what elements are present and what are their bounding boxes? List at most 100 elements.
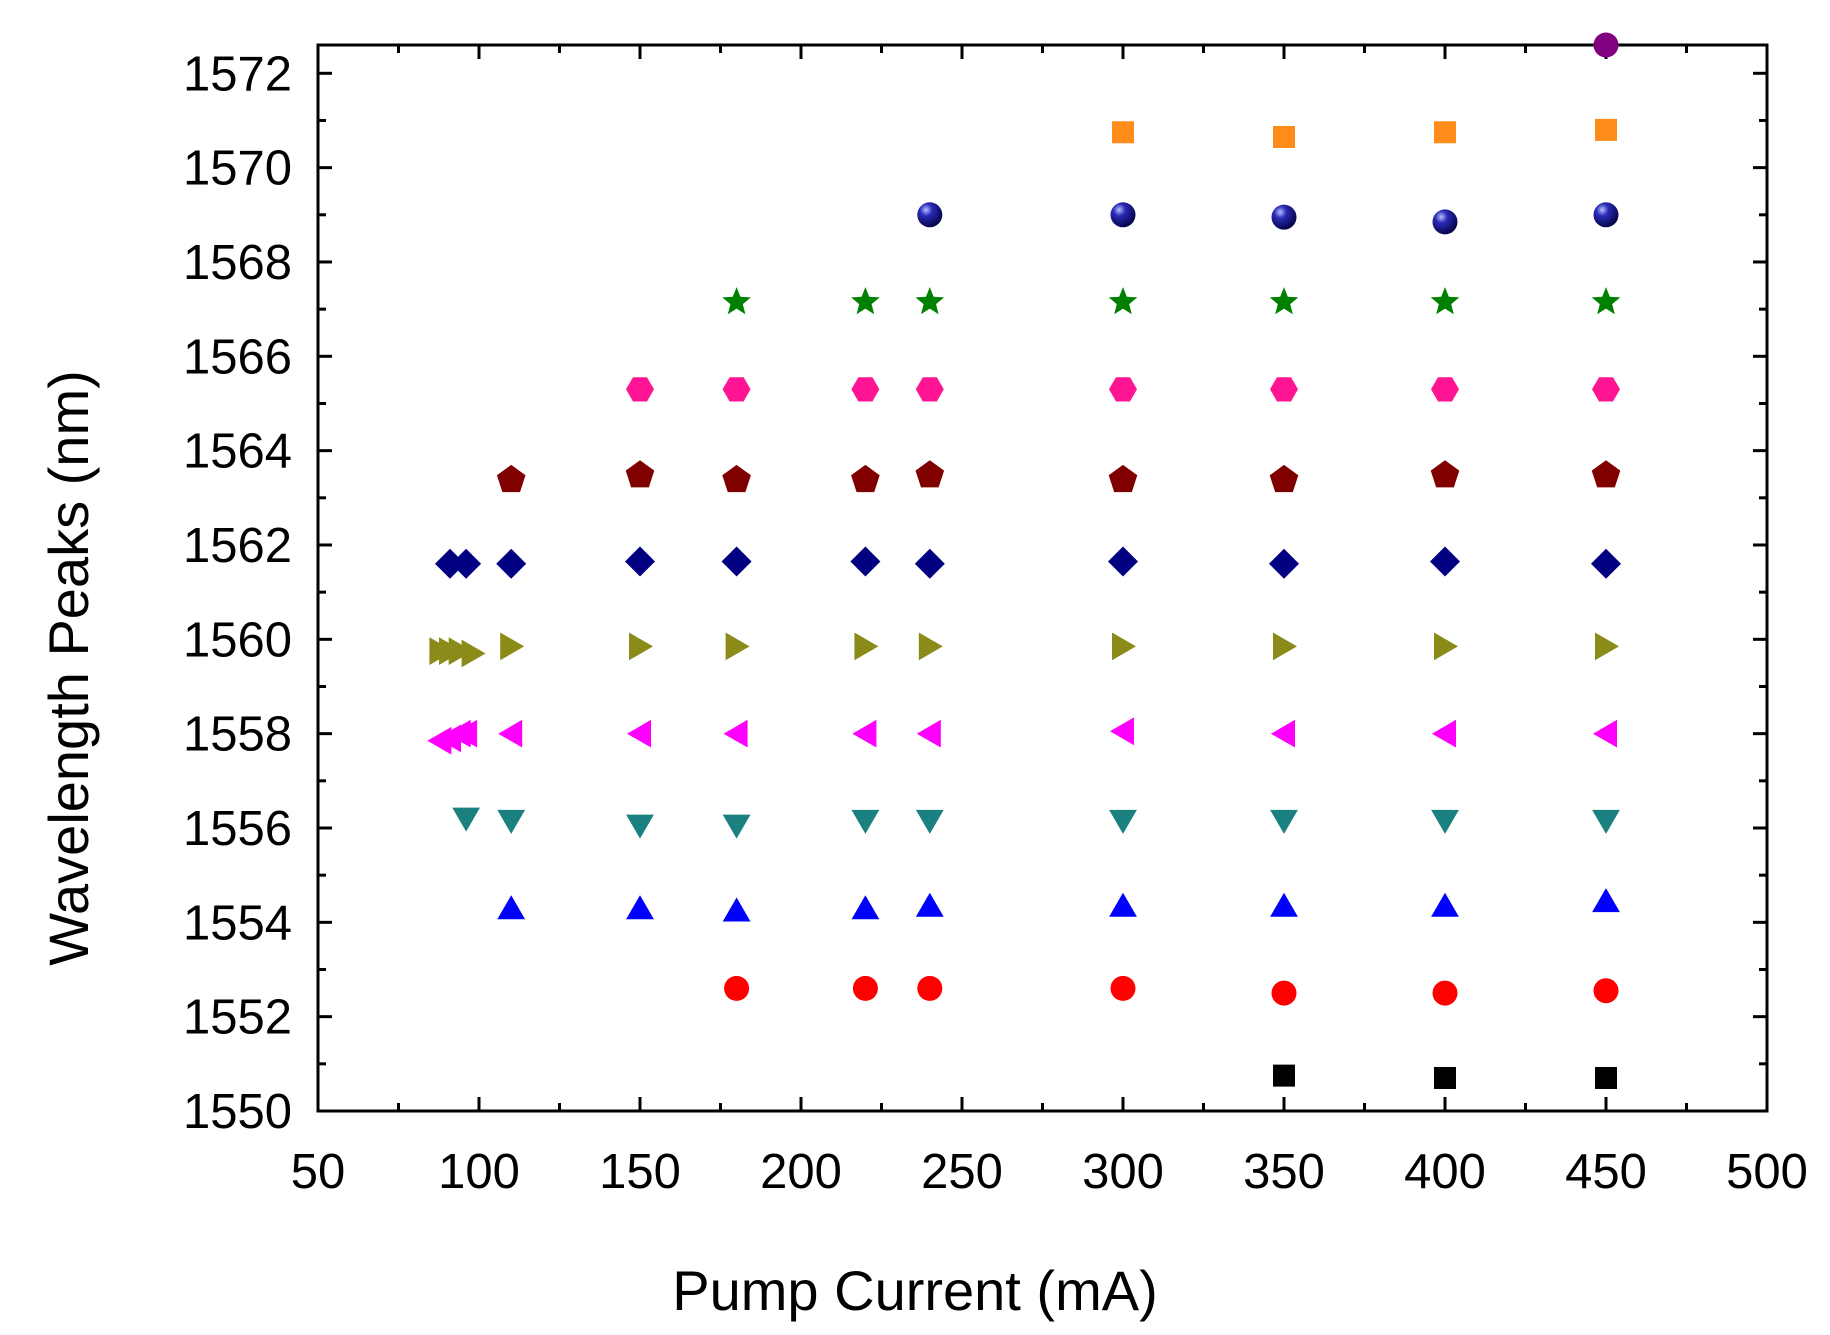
x-tick-label: 300 — [1082, 1145, 1164, 1199]
data-point-square-orange — [1112, 121, 1134, 144]
data-point-triangle-left-magenta — [723, 719, 748, 748]
data-point-star-green — [1108, 287, 1138, 315]
data-point-star-green — [1591, 287, 1621, 315]
data-point-diamond-navy — [625, 546, 655, 577]
y-tick-label: 1558 — [183, 708, 292, 762]
data-point-triangle-left-magenta — [1110, 717, 1134, 746]
data-point-hexagon-pink — [626, 377, 654, 402]
data-point-square-orange — [1595, 118, 1617, 141]
x-tick-label: 50 — [291, 1145, 346, 1199]
data-point-square-orange — [1434, 121, 1456, 144]
data-point-hexagon-pink — [915, 377, 944, 402]
data-point-pentagon-maroon — [1269, 464, 1299, 493]
x-tick-label: 100 — [438, 1145, 520, 1199]
y-tick-label: 1556 — [183, 802, 292, 856]
data-point-triangle-up-blue — [851, 895, 880, 920]
series-square-black — [1273, 1064, 1617, 1089]
data-point-sphere-navy — [1110, 202, 1136, 228]
data-point-triangle-down-teal — [626, 814, 654, 839]
series-triangle-left-magenta — [427, 717, 1617, 755]
data-point-square-orange — [1273, 125, 1295, 148]
data-point-diamond-navy — [1591, 548, 1621, 579]
data-point-triangle-left-magenta — [1432, 719, 1456, 748]
data-point-triangle-down-teal — [452, 807, 480, 832]
data-point-diamond-navy — [850, 546, 881, 577]
x-tick-label: 150 — [599, 1145, 681, 1199]
data-point-diamond-navy — [1269, 548, 1299, 579]
data-point-pentagon-maroon — [625, 460, 655, 488]
series-hexagon-pink — [626, 377, 1620, 402]
data-point-pentagon-maroon — [915, 460, 945, 488]
data-point-star-green — [722, 287, 751, 315]
data-point-circle-red — [1110, 975, 1136, 1001]
data-point-hexagon-pink — [1109, 377, 1137, 402]
data-point-hexagon-pink — [851, 377, 880, 402]
data-point-pentagon-maroon — [1108, 464, 1138, 493]
data-point-triangle-down-teal — [497, 809, 526, 834]
series-star-green — [722, 287, 1621, 315]
data-point-triangle-right-olive — [854, 632, 879, 661]
series-triangle-up-blue — [497, 888, 1620, 922]
data-point-diamond-navy — [496, 548, 527, 579]
y-tick-label: 1564 — [183, 425, 292, 479]
data-point-triangle-up-blue — [915, 892, 944, 917]
data-point-circle-red — [852, 975, 878, 1001]
data-point-triangle-down-teal — [1109, 809, 1137, 834]
data-point-pentagon-maroon — [1591, 460, 1621, 488]
data-point-triangle-right-olive — [1273, 632, 1297, 661]
x-tick-label: 400 — [1404, 1145, 1486, 1199]
data-point-star-green — [915, 287, 945, 315]
data-point-triangle-left-magenta — [1271, 719, 1295, 748]
data-point-triangle-right-olive — [500, 632, 525, 661]
x-axis-title: Pump Current (mA) — [672, 1259, 1157, 1322]
data-point-diamond-navy — [1108, 546, 1138, 577]
x-tick-label: 200 — [760, 1145, 842, 1199]
x-tick-label: 500 — [1726, 1145, 1808, 1199]
data-point-square-black — [1434, 1066, 1456, 1089]
data-point-diamond-navy — [1430, 546, 1460, 577]
data-point-triangle-right-olive — [1434, 632, 1458, 661]
data-point-pentagon-maroon — [851, 464, 880, 493]
data-point-triangle-left-magenta — [453, 719, 478, 748]
data-point-sphere-navy — [1432, 209, 1458, 235]
x-tick-label: 450 — [1565, 1145, 1647, 1199]
data-point-triangle-right-olive — [448, 637, 473, 665]
series-pentagon-maroon — [496, 460, 1621, 493]
data-point-circle-red — [724, 975, 750, 1001]
data-point-diamond-navy — [914, 548, 945, 579]
data-point-triangle-right-olive — [1112, 632, 1136, 661]
data-point-triangle-down-teal — [1270, 809, 1298, 834]
data-point-triangle-down-teal — [1431, 809, 1459, 834]
data-point-hexagon-pink — [722, 377, 751, 402]
y-axis-title: Wavelength Peaks (nm) — [37, 370, 100, 966]
x-tick-label: 250 — [921, 1145, 1003, 1199]
data-point-diamond-navy — [451, 548, 482, 579]
data-point-hexagon-pink — [1270, 377, 1298, 402]
y-tick-label: 1562 — [183, 519, 292, 573]
y-tick-label: 1572 — [183, 47, 292, 101]
data-point-triangle-down-teal — [915, 809, 944, 834]
x-tick-label: 350 — [1243, 1145, 1325, 1199]
data-point-diamond-navy — [435, 548, 465, 579]
y-tick-label: 1552 — [183, 991, 292, 1045]
y-tick-label: 1560 — [183, 613, 292, 667]
data-point-diamond-navy — [721, 546, 752, 577]
data-point-star-green — [1430, 287, 1460, 315]
data-point-triangle-up-blue — [497, 895, 526, 920]
y-tick-label: 1554 — [183, 896, 292, 950]
data-point-star-green — [851, 287, 880, 315]
data-point-triangle-left-magenta — [627, 719, 651, 748]
data-point-sphere-navy — [917, 202, 943, 228]
series-circle-red — [724, 975, 1619, 1006]
data-point-sphere-navy — [1271, 204, 1297, 230]
data-point-triangle-right-olive — [1595, 632, 1619, 661]
data-point-triangle-up-blue — [1270, 892, 1298, 917]
data-point-circle-purple — [1593, 32, 1619, 58]
data-point-triangle-right-olive — [918, 632, 943, 661]
data-point-circle-red — [917, 975, 943, 1001]
data-point-triangle-left-magenta — [1593, 719, 1617, 748]
data-point-pentagon-maroon — [496, 464, 526, 493]
data-point-triangle-down-teal — [1592, 809, 1620, 834]
series-square-orange — [1112, 118, 1617, 148]
data-point-triangle-right-olive — [725, 632, 750, 661]
